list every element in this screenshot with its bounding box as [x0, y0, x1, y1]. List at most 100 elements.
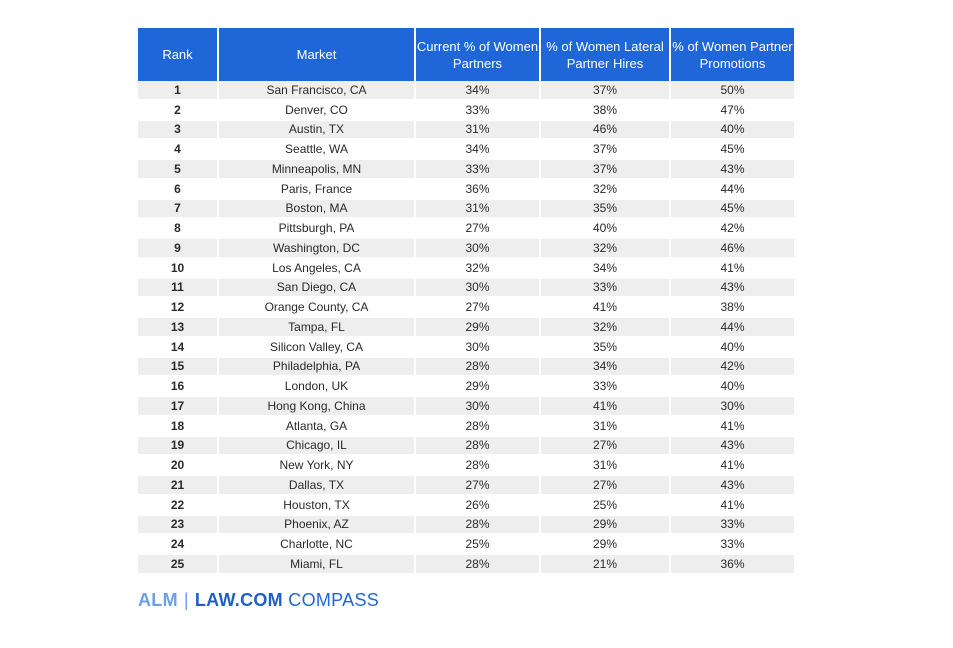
cell-market: San Diego, CA — [219, 278, 416, 299]
table-row: 8 Pittsburgh, PA 27% 40% 42% — [138, 219, 794, 239]
cell-market: Denver, CO — [219, 100, 416, 121]
cell-rank: 15 — [138, 357, 219, 378]
cell-lateral-hires: 41% — [541, 397, 671, 417]
cell-promotions: 42% — [671, 219, 794, 239]
cell-market: Paris, France — [219, 179, 416, 200]
cell-promotions: 40% — [671, 120, 794, 141]
cell-market: Silicon Valley, CA — [219, 337, 416, 358]
table-row: 2 Denver, CO 33% 38% 47% — [138, 100, 794, 121]
cell-current-women-partners: 28% — [416, 456, 541, 476]
cell-lateral-hires: 37% — [541, 160, 671, 180]
cell-rank: 21 — [138, 476, 219, 496]
cell-current-women-partners: 27% — [416, 219, 541, 239]
cell-market: Atlanta, GA — [219, 416, 416, 437]
cell-market: Dallas, TX — [219, 476, 416, 496]
cell-promotions: 43% — [671, 160, 794, 180]
cell-market: Phoenix, AZ — [219, 515, 416, 536]
cell-current-women-partners: 31% — [416, 199, 541, 220]
table-row: 9 Washington, DC 30% 32% 46% — [138, 239, 794, 259]
table-row: 11 San Diego, CA 30% 33% 43% — [138, 278, 794, 299]
cell-lateral-hires: 46% — [541, 120, 671, 141]
table-row: 10 Los Angeles, CA 32% 34% 41% — [138, 258, 794, 279]
cell-current-women-partners: 28% — [416, 436, 541, 457]
cell-promotions: 43% — [671, 278, 794, 299]
table-body: 1 San Francisco, CA 34% 37% 50% 2 Denver, CO 33… — [138, 81, 794, 575]
cell-promotions: 47% — [671, 100, 794, 121]
cell-market: Miami, FL — [219, 555, 416, 575]
cell-market: San Francisco, CA — [219, 81, 416, 101]
cell-current-women-partners: 31% — [416, 120, 541, 141]
cell-rank: 4 — [138, 140, 219, 160]
table-row: 25 Miami, FL 28% 21% 36% — [138, 555, 794, 575]
cell-rank: 23 — [138, 515, 219, 536]
cell-current-women-partners: 34% — [416, 140, 541, 160]
cell-promotions: 41% — [671, 495, 794, 516]
cell-lateral-hires: 33% — [541, 377, 671, 397]
cell-promotions: 50% — [671, 81, 794, 101]
cell-current-women-partners: 29% — [416, 377, 541, 397]
cell-rank: 5 — [138, 160, 219, 180]
cell-rank: 14 — [138, 337, 219, 358]
table-row: 5 Minneapolis, MN 33% 37% 43% — [138, 160, 794, 180]
table-row: 17 Hong Kong, China 30% 41% 30% — [138, 397, 794, 417]
logo-law-com: LAW.COM — [194, 590, 283, 610]
cell-rank: 9 — [138, 239, 219, 259]
cell-rank: 7 — [138, 199, 219, 220]
header-row: Rank Market Current % of Women Partners … — [138, 28, 794, 81]
table-row: 6 Paris, France 36% 32% 44% — [138, 179, 794, 200]
cell-lateral-hires: 32% — [541, 318, 671, 338]
cell-rank: 8 — [138, 219, 219, 239]
cell-lateral-hires: 32% — [541, 179, 671, 200]
cell-promotions: 43% — [671, 476, 794, 496]
cell-current-women-partners: 30% — [416, 337, 541, 358]
cell-rank: 11 — [138, 278, 219, 299]
table-row: 24 Charlotte, NC 25% 29% 33% — [138, 535, 794, 555]
cell-market: Pittsburgh, PA — [219, 219, 416, 239]
cell-lateral-hires: 37% — [541, 140, 671, 160]
cell-lateral-hires: 34% — [541, 258, 671, 279]
table-row: 3 Austin, TX 31% 46% 40% — [138, 120, 794, 141]
cell-market: Orange County, CA — [219, 298, 416, 318]
cell-lateral-hires: 29% — [541, 515, 671, 536]
cell-market: Seattle, WA — [219, 140, 416, 160]
header-current-women-partners: Current % of Women Partners — [416, 28, 541, 81]
table-row: 18 Atlanta, GA 28% 31% 41% — [138, 416, 794, 437]
cell-market: Washington, DC — [219, 239, 416, 259]
cell-promotions: 42% — [671, 357, 794, 378]
cell-market: Houston, TX — [219, 495, 416, 516]
header-market: Market — [219, 28, 416, 81]
cell-promotions: 41% — [671, 456, 794, 476]
cell-market: Charlotte, NC — [219, 535, 416, 555]
cell-rank: 17 — [138, 397, 219, 417]
cell-rank: 1 — [138, 81, 219, 101]
table-row: 12 Orange County, CA 27% 41% 38% — [138, 298, 794, 318]
table-row: 15 Philadelphia, PA 28% 34% 42% — [138, 357, 794, 378]
cell-lateral-hires: 35% — [541, 199, 671, 220]
cell-promotions: 38% — [671, 298, 794, 318]
cell-current-women-partners: 36% — [416, 179, 541, 200]
cell-rank: 24 — [138, 535, 219, 555]
logo-alm: ALM — [138, 590, 178, 610]
table-row: 4 Seattle, WA 34% 37% 45% — [138, 140, 794, 160]
cell-promotions: 33% — [671, 515, 794, 536]
cell-current-women-partners: 25% — [416, 535, 541, 555]
cell-rank: 10 — [138, 258, 219, 279]
cell-current-women-partners: 27% — [416, 298, 541, 318]
cell-rank: 6 — [138, 179, 219, 200]
cell-lateral-hires: 38% — [541, 100, 671, 121]
cell-promotions: 43% — [671, 436, 794, 457]
cell-current-women-partners: 28% — [416, 515, 541, 536]
table-row: 21 Dallas, TX 27% 27% 43% — [138, 476, 794, 496]
cell-current-women-partners: 30% — [416, 397, 541, 417]
cell-market: Minneapolis, MN — [219, 160, 416, 180]
cell-promotions: 46% — [671, 239, 794, 259]
cell-current-women-partners: 30% — [416, 239, 541, 259]
cell-market: London, UK — [219, 377, 416, 397]
cell-rank: 22 — [138, 495, 219, 516]
header-lateral-hires: % of Women Lateral Partner Hires — [541, 28, 671, 81]
cell-promotions: 41% — [671, 416, 794, 437]
cell-rank: 16 — [138, 377, 219, 397]
cell-lateral-hires: 27% — [541, 476, 671, 496]
cell-current-women-partners: 28% — [416, 357, 541, 378]
cell-lateral-hires: 35% — [541, 337, 671, 358]
